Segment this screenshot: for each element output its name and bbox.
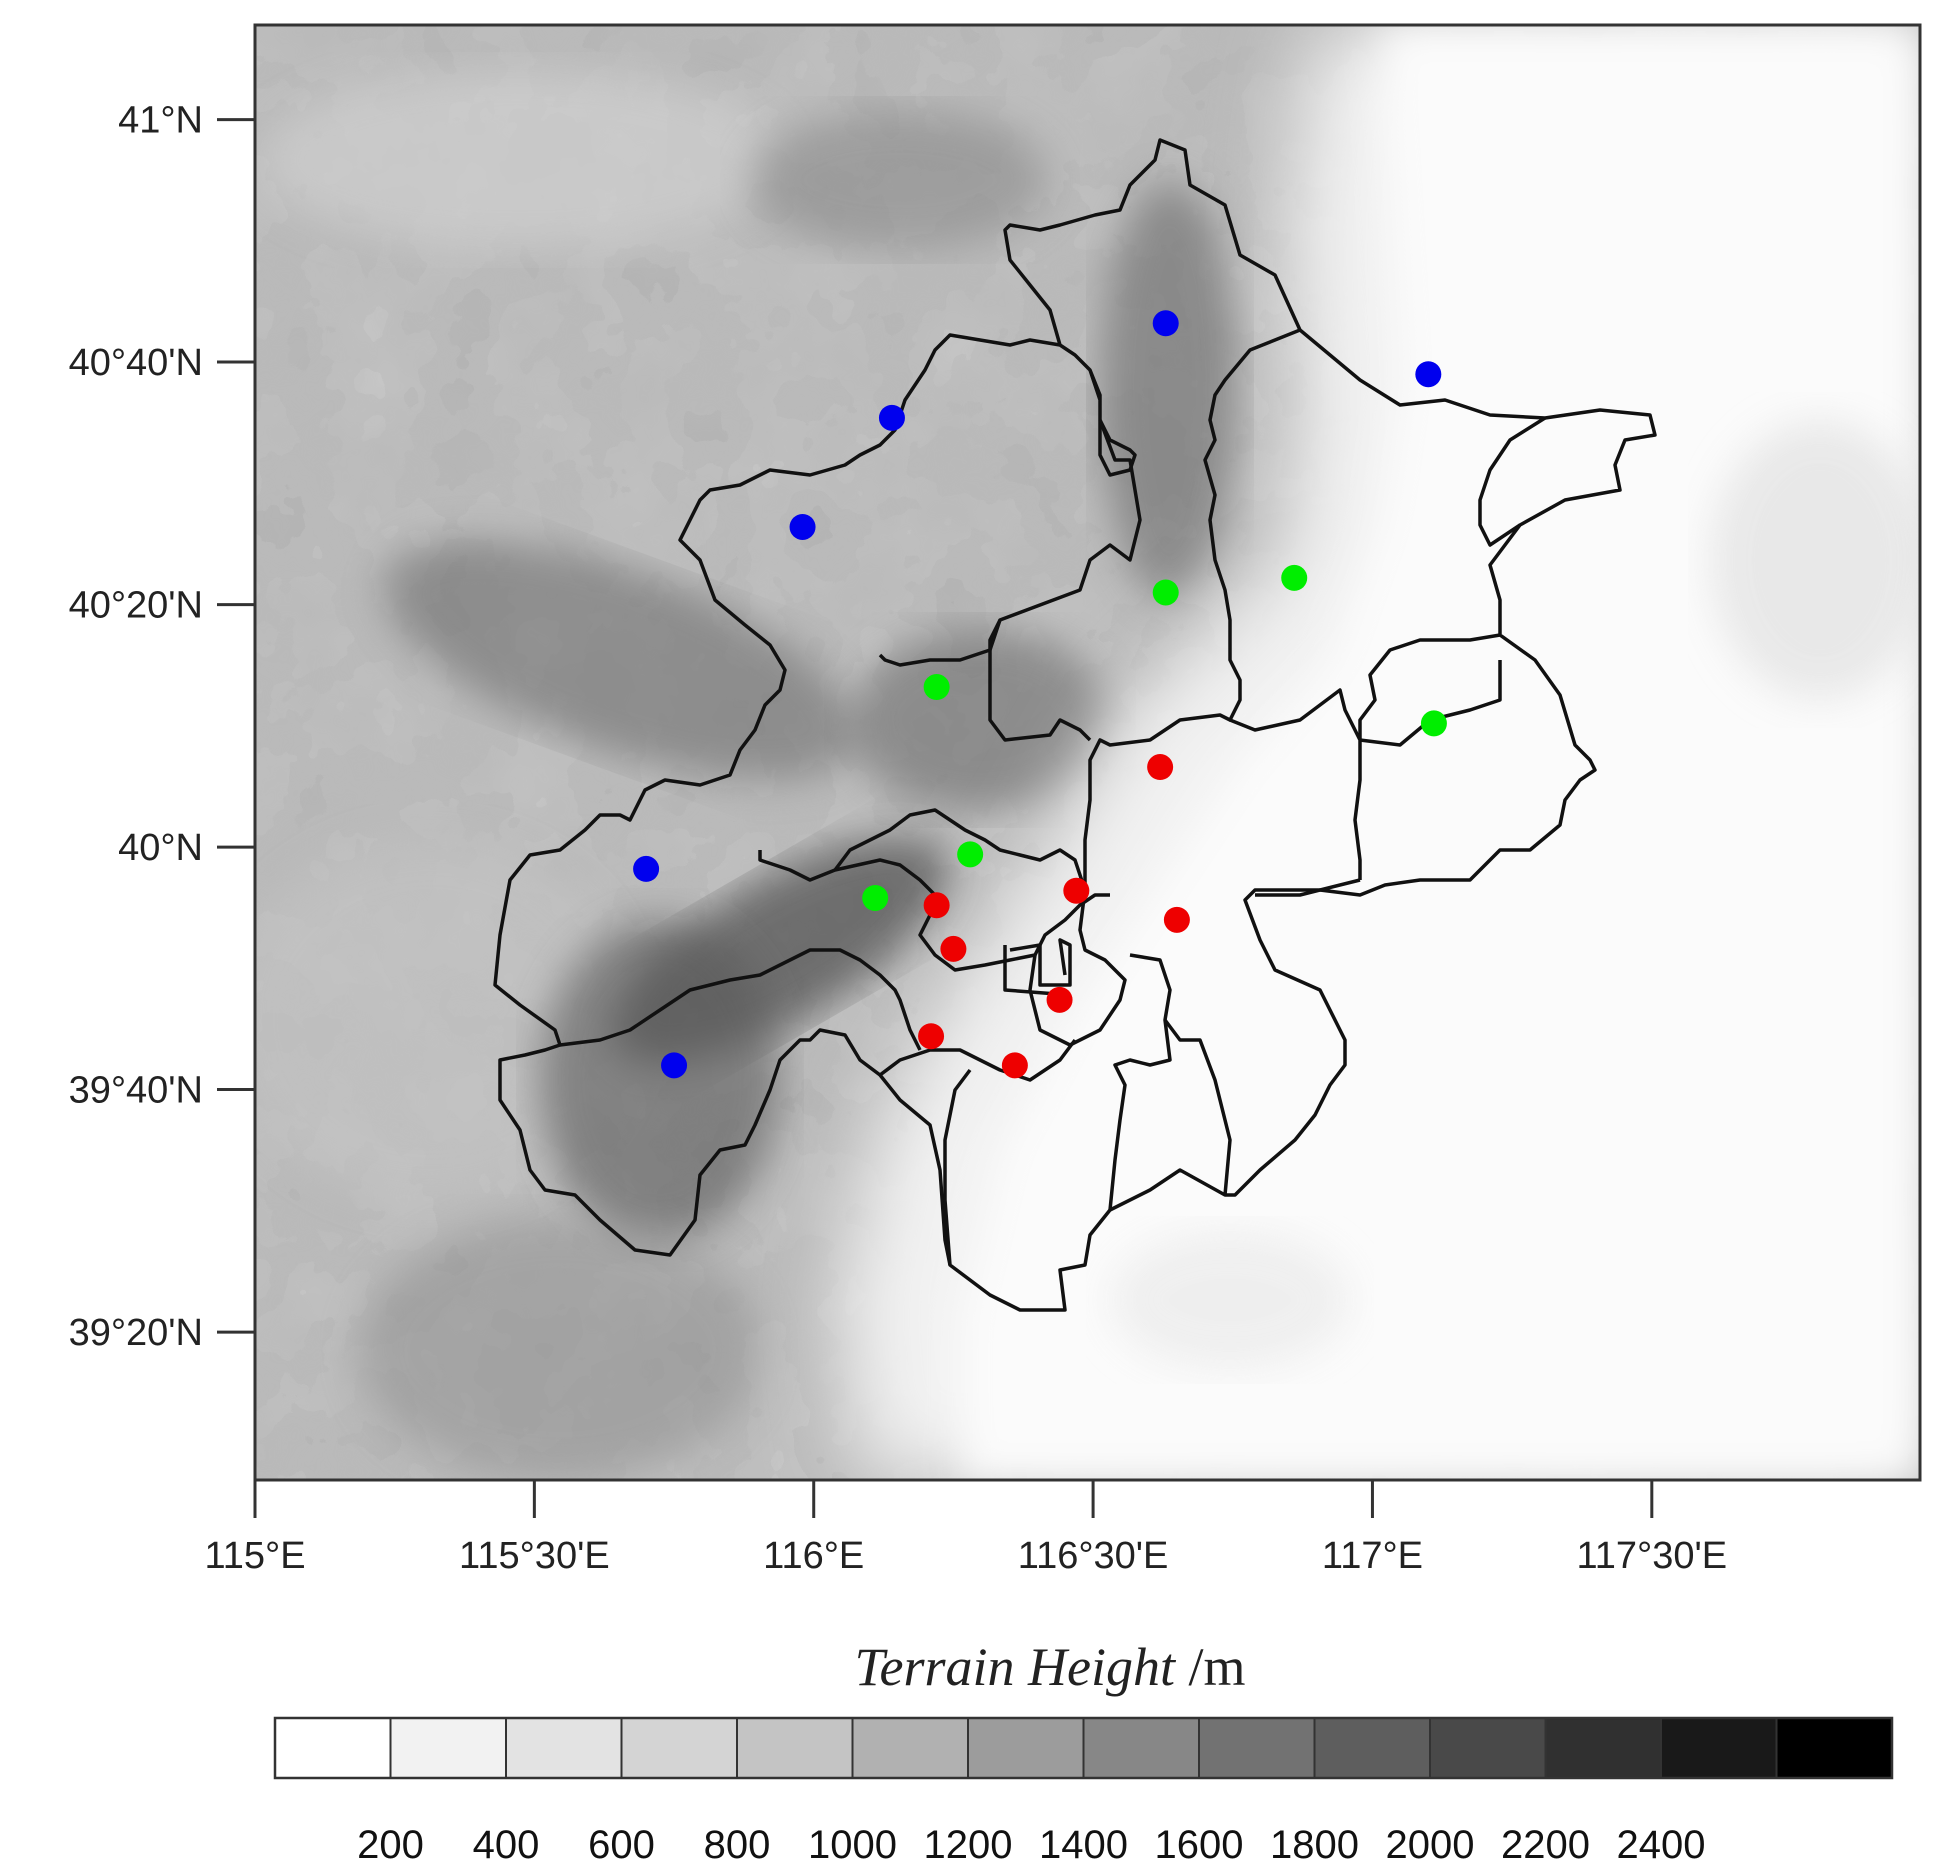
lon-tick-label: 117°E [1322,1535,1423,1577]
colorbar-label: 1800 [1270,1823,1359,1867]
colorbar-label: 800 [704,1823,771,1867]
station-marker-red [1147,754,1174,781]
station-marker-red [940,935,967,962]
colorbar-swatch [1082,1717,1200,1779]
station-marker-blue [633,855,660,882]
station-marker-blue [789,513,816,540]
colorbar-swatch [274,1717,392,1779]
lon-tick-label: 116°30'E [1018,1535,1169,1577]
colorbar-swatch [967,1717,1085,1779]
lat-tick-label: 40°N [118,827,203,869]
colorbar-swatch [851,1717,969,1779]
colorbar-label: 1400 [1039,1823,1128,1867]
colorbar-swatch [1775,1717,1893,1779]
colorbar-swatch [1198,1717,1316,1779]
lon-tick-label: 115°E [204,1535,305,1577]
colorbar-label: 1600 [1155,1823,1244,1867]
colorbar-label: 200 [357,1823,424,1867]
station-marker-green [862,885,889,911]
colorbar-label: 2400 [1617,1823,1706,1867]
lat-tick-label: 40°40'N [69,342,203,384]
map-axes: 41°N 40°40'N 40°20'N 40°N 39°40'N 39°20'N 115°… [69,100,1728,1577]
lat-tick-label: 39°20'N [69,1312,203,1354]
colorbar-swatch [1544,1717,1662,1779]
beijing-outer-boundary [493,138,1657,1312]
colorbar-swatch [389,1717,507,1779]
station-marker-green [957,841,984,868]
station-marker-blue [878,404,905,431]
station-marker-green [1420,710,1447,737]
station-marker-green [923,674,950,701]
station-marker-red [918,1023,945,1050]
lon-tick-label: 116°E [763,1535,864,1577]
colorbar-label: 2000 [1386,1823,1475,1867]
caption-title: Terrain Height [854,1637,1177,1697]
caption-unit: /m [1175,1637,1246,1697]
colorbar-caption: Terrain Height /m [854,1637,1245,1697]
station-marker-red [923,892,950,919]
station-marker-green [1152,579,1179,606]
lat-tick-label: 41°N [118,100,203,142]
station-markers [633,310,1447,1079]
colorbar-swatch [1429,1717,1547,1779]
colorbar: 200 400 600 800 1000 1200 1400 1600 1800 2000 2200… [273,1716,1894,1867]
colorbar-label: 1000 [808,1823,897,1867]
colorbar-swatch [620,1717,738,1779]
lat-tick-label: 40°20'N [69,585,203,627]
colorbar-label: 2200 [1501,1823,1590,1867]
lon-tick-label: 117°30'E [1576,1535,1727,1577]
station-marker-red [1063,877,1090,904]
colorbar-label: 400 [473,1823,540,1867]
colorbar-swatch [505,1717,623,1779]
station-marker-red [1046,986,1073,1013]
map-frame [253,23,1922,1482]
station-marker-blue [1415,361,1442,388]
colorbar-label: 600 [588,1823,655,1867]
terrain-shading [255,25,1920,1480]
station-marker-red [1163,906,1190,933]
station-marker-blue [661,1052,688,1079]
colorbar-swatch [736,1717,854,1779]
colorbar-label: 1200 [924,1823,1013,1867]
station-marker-blue [1152,310,1179,337]
colorbar-swatch [1660,1717,1778,1779]
station-marker-red [1001,1052,1028,1079]
lat-tick-label: 39°40'N [69,1070,203,1112]
colorbar-swatch [1313,1717,1431,1779]
lon-tick-label: 115°30'E [459,1535,610,1577]
colorbar-frame [273,1716,1894,1780]
district-boundaries [493,138,1657,1312]
station-marker-green [1281,564,1308,591]
